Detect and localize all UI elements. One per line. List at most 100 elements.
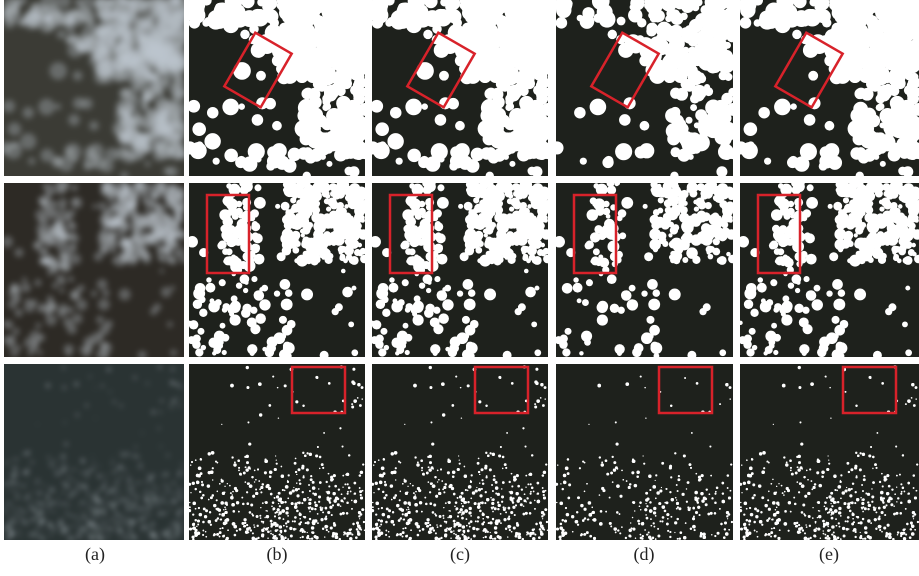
cloud — [160, 445, 162, 447]
cloud — [181, 464, 183, 466]
cloud — [433, 351, 438, 356]
cloud — [65, 511, 68, 514]
cloud — [250, 307, 257, 314]
cloud — [370, 100, 383, 113]
cloud — [16, 483, 19, 486]
cloud — [411, 206, 420, 215]
cloud — [311, 246, 322, 257]
cloud — [585, 241, 594, 250]
cloud — [142, 517, 145, 520]
cloud — [143, 515, 145, 517]
cloud — [89, 376, 91, 378]
cloud — [405, 99, 422, 116]
cloud — [434, 9, 451, 26]
cloud — [139, 66, 151, 78]
cloud — [892, 116, 909, 133]
cloud — [313, 182, 323, 192]
cloud — [119, 502, 121, 504]
cloud — [62, 468, 65, 471]
cloud — [59, 525, 61, 527]
cloud — [641, 332, 653, 344]
cloud — [181, 200, 186, 205]
cloud — [76, 515, 78, 517]
cloud — [577, 298, 582, 303]
cloud — [719, 349, 726, 356]
cloud — [405, 307, 411, 313]
cloud — [376, 288, 388, 300]
cloud — [328, 198, 337, 207]
cloud — [226, 183, 232, 189]
cloud — [63, 386, 66, 389]
cloud — [222, 307, 228, 313]
cloud — [462, 316, 470, 324]
cloud — [42, 4, 48, 10]
cloud — [861, 88, 874, 101]
cloud — [750, 309, 758, 317]
cloud — [212, 351, 216, 355]
cloud — [652, 289, 660, 297]
cloud — [43, 529, 45, 531]
cloud — [93, 495, 96, 498]
cloud — [124, 452, 126, 454]
cloud — [773, 307, 779, 313]
cloud — [444, 285, 451, 292]
cloud — [151, 492, 154, 495]
cloud — [161, 14, 171, 24]
cloud — [15, 472, 18, 475]
cloud — [695, 198, 704, 207]
cloud — [705, 202, 712, 209]
cloud — [406, 259, 410, 263]
cloud — [156, 488, 158, 490]
cloud — [535, 286, 540, 291]
cloud — [774, 195, 785, 206]
cloud — [824, 55, 835, 66]
cloud — [35, 519, 37, 521]
cloud — [162, 212, 170, 220]
cloud — [3, 100, 16, 113]
cloud — [144, 481, 146, 483]
cloud — [146, 485, 148, 487]
cloud — [544, 151, 552, 159]
cloud — [618, 307, 625, 314]
cloud — [285, 289, 293, 297]
cloud — [534, 349, 541, 356]
cloud — [353, 135, 360, 142]
cloud — [646, 26, 656, 36]
cloud — [178, 404, 181, 407]
cloud — [70, 290, 80, 300]
cloud — [878, 89, 890, 101]
cloud — [180, 386, 183, 389]
cloud — [120, 172, 128, 180]
cloud — [574, 107, 586, 119]
cloud — [701, 213, 709, 221]
cloud — [41, 522, 44, 525]
cloud — [176, 383, 179, 386]
cloud — [151, 213, 159, 221]
cloud — [140, 256, 144, 260]
cloud — [142, 103, 149, 110]
cloud — [143, 525, 147, 529]
cloud — [175, 23, 181, 29]
cloud — [96, 316, 104, 324]
cloud — [584, 339, 591, 346]
cloud — [738, 321, 742, 325]
cloud — [693, 89, 705, 101]
cloud — [84, 336, 95, 347]
cloud — [825, 29, 840, 44]
cloud — [517, 80, 523, 86]
cloud — [507, 103, 514, 110]
cloud — [639, 55, 650, 66]
cloud — [708, 254, 714, 260]
cloud — [658, 197, 664, 203]
cloud — [301, 288, 313, 300]
cloud — [131, 152, 137, 158]
cloud — [322, 256, 326, 260]
cloud — [153, 485, 156, 488]
cloud — [122, 522, 124, 524]
cloud — [280, 55, 286, 61]
cloud — [462, 349, 473, 360]
cloud — [434, 276, 440, 282]
cloud — [833, 202, 842, 211]
cloud — [81, 458, 83, 460]
cloud — [123, 69, 137, 83]
